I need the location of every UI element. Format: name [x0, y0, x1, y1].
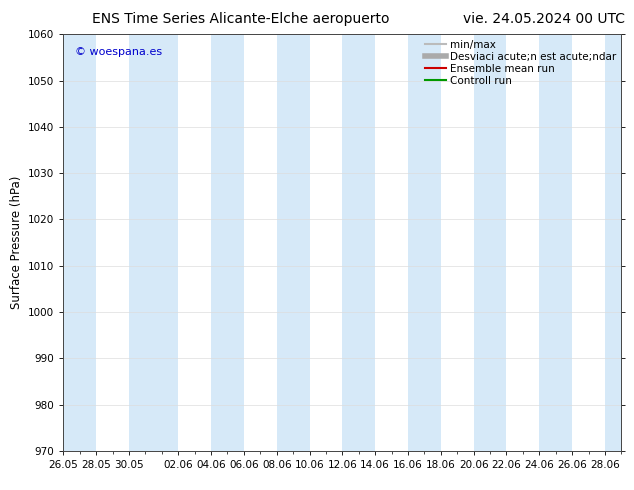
- Text: © woespana.es: © woespana.es: [75, 47, 162, 57]
- Bar: [605, 34, 621, 451]
- Text: vie. 24.05.2024 00 UTC: vie. 24.05.2024 00 UTC: [463, 12, 625, 26]
- Bar: [342, 34, 375, 451]
- Y-axis label: Surface Pressure (hPa): Surface Pressure (hPa): [10, 176, 23, 309]
- Bar: [540, 34, 572, 451]
- Bar: [474, 34, 507, 451]
- Bar: [63, 34, 96, 451]
- Text: ENS Time Series Alicante-Elche aeropuerto: ENS Time Series Alicante-Elche aeropuert…: [92, 12, 390, 26]
- Bar: [129, 34, 178, 451]
- Bar: [276, 34, 309, 451]
- Bar: [408, 34, 441, 451]
- Legend: min/max, Desviaci acute;n est acute;ndar, Ensemble mean run, Controll run: min/max, Desviaci acute;n est acute;ndar…: [425, 40, 616, 86]
- Bar: [211, 34, 244, 451]
